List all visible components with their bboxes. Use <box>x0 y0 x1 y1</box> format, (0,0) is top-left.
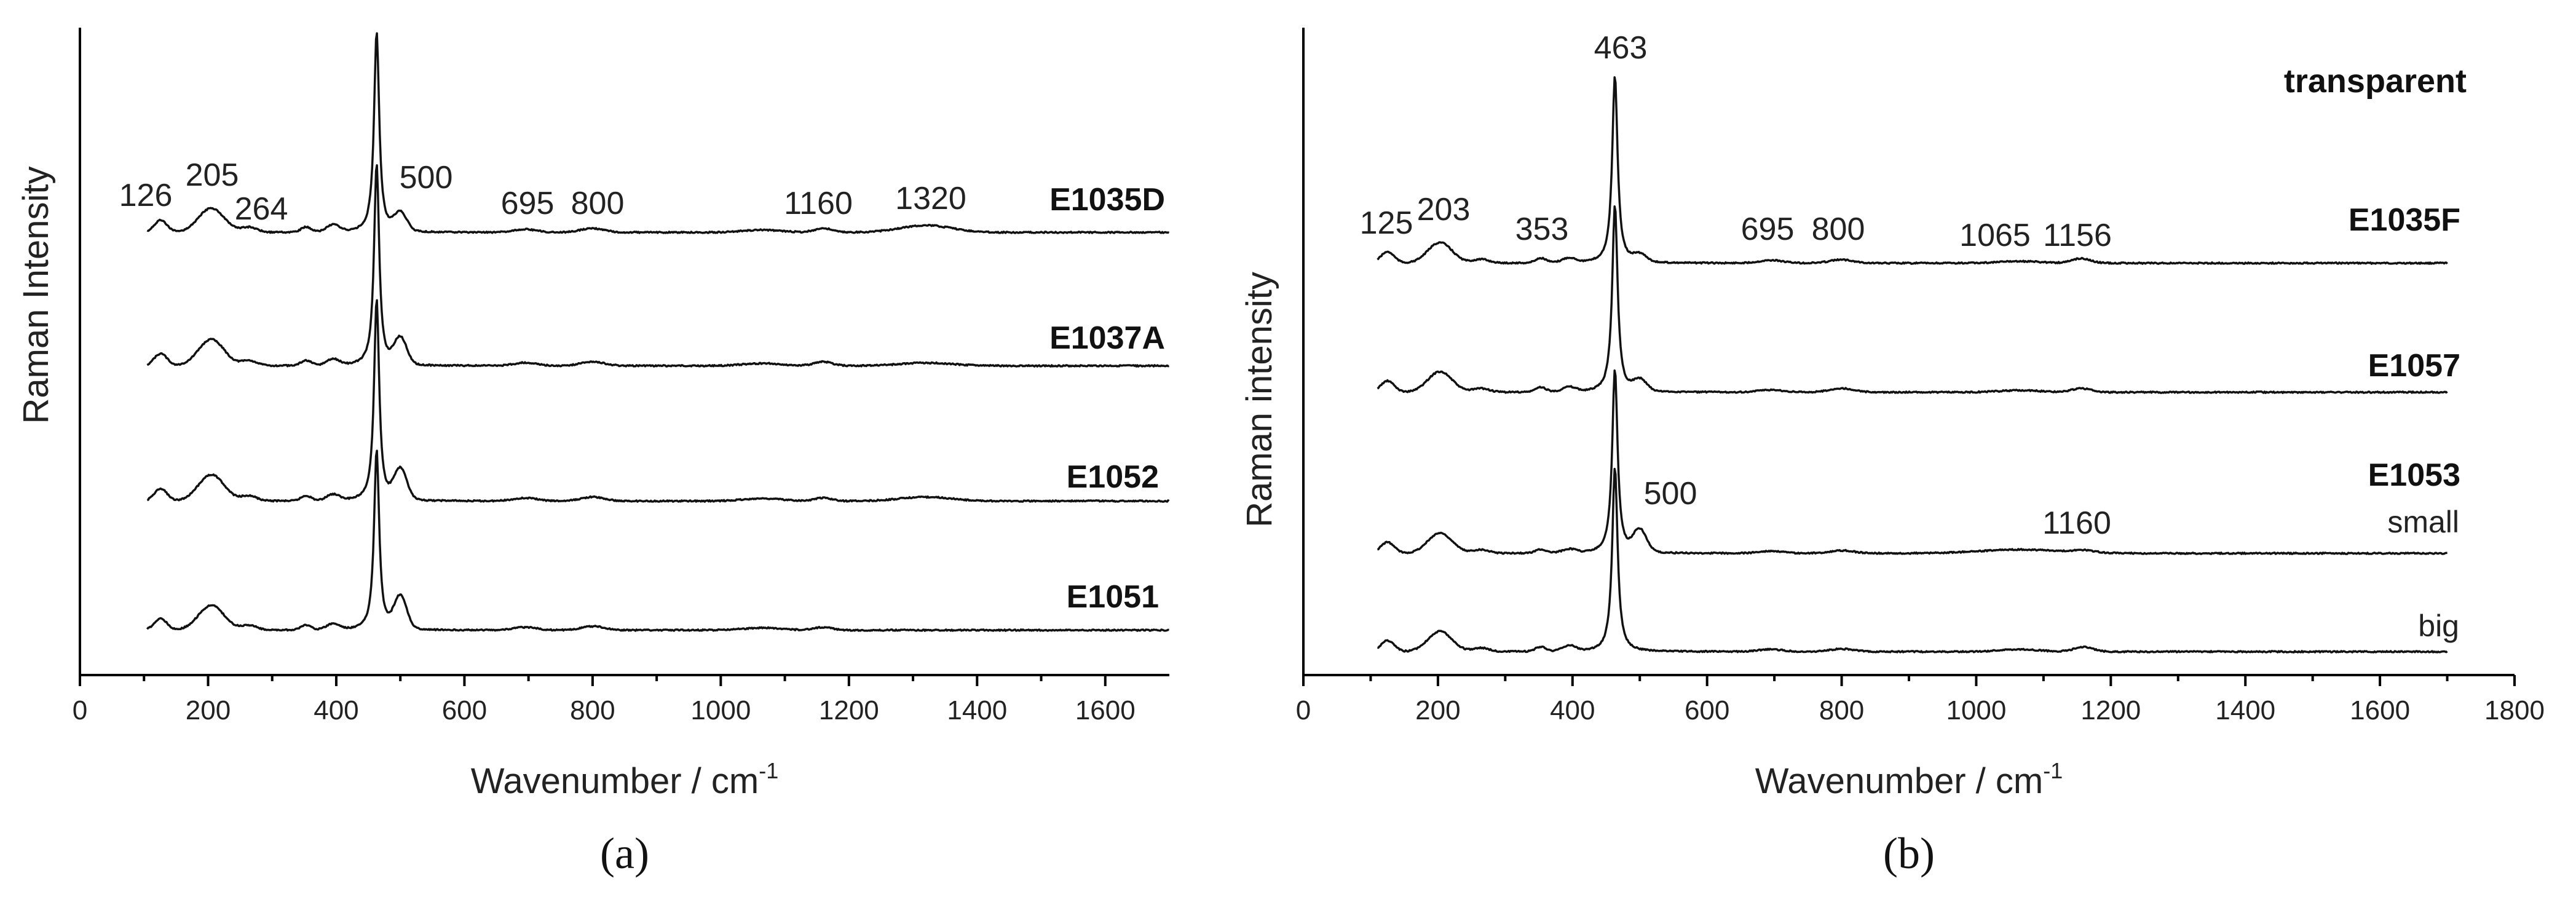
panel-a-peak-label-500: 500 <box>400 160 453 196</box>
panel-a-spectrum-e1037a <box>146 164 1169 368</box>
panel-a-x-axis-title-sup: -1 <box>759 758 778 783</box>
panel-b-y-axis-title: Raman intensity <box>1239 272 1279 528</box>
panel-b-x-tick-label-1200: 1200 <box>2080 695 2141 725</box>
panel-a-peak-label-1160: 1160 <box>784 186 853 221</box>
panel-b-peak-label-353: 353 <box>1515 211 1569 247</box>
panel-b-x-axis-title: Wavenumber / cm-1 <box>1755 758 2063 801</box>
panel-b-x-ticks: 0 200 400 600 800 1000 1200 1400 1600 1800 <box>1296 675 2545 725</box>
panel-a-x-ticks: 0 200 400 600 800 1000 1200 1400 1600 <box>73 675 1136 725</box>
panel-a-y-axis-title: Raman Intensity <box>16 166 56 424</box>
panel-b-series-label-e1053: E1053 <box>2368 457 2460 493</box>
panel-b-x-tick-label-1800: 1800 <box>2484 695 2545 725</box>
panel-a-series-label-e1051: E1051 <box>1067 579 1159 615</box>
panel-a: 0 200 400 600 800 1000 1200 1400 1600 Raman Inte… <box>16 28 1170 878</box>
panel-b-peak-label-1160: 1160 <box>2042 505 2111 541</box>
panel-a-x-tick-label-800: 800 <box>570 695 615 725</box>
panel-a-spectrum-e1051 <box>146 449 1169 632</box>
panel-b-series <box>1377 76 2448 654</box>
panel-a-caption: (a) <box>600 829 649 878</box>
panel-a-x-tick-label-1200: 1200 <box>819 695 879 725</box>
panel-a-peak-label-800: 800 <box>571 186 625 221</box>
panel-b-peak-label-125: 125 <box>1360 205 1413 241</box>
panel-b-spectrum-e1053-big <box>1377 467 2448 654</box>
panel-a-peak-label-126: 126 <box>119 178 173 213</box>
panel-b-caption: (b) <box>1883 829 1935 878</box>
panel-b: 0 200 400 600 800 1000 1200 1400 1600 1800 Raman … <box>1239 28 2545 878</box>
panel-b-x-tick-label-1600: 1600 <box>2350 695 2410 725</box>
panel-a-series-label-e1035d: E1035D <box>1049 182 1165 218</box>
panel-a-x-axis-title-main: Wavenumber / cm <box>471 761 759 801</box>
panel-b-title: transparent <box>2284 63 2467 100</box>
panel-b-x-axis-title-main: Wavenumber / cm <box>1755 761 2043 801</box>
panel-a-x-tick-label-0: 0 <box>73 695 87 725</box>
panel-b-series-sublabel-small: small <box>2387 505 2459 539</box>
panel-b-series-label-e1035f: E1035F <box>2349 202 2460 238</box>
panel-b-x-tick-label-0: 0 <box>1296 695 1311 725</box>
panel-b-x-tick-label-200: 200 <box>1415 695 1460 725</box>
panel-b-peak-label-1065: 1065 <box>1959 218 2031 253</box>
panel-a-x-tick-label-600: 600 <box>442 695 487 725</box>
panel-b-peak-label-1156: 1156 <box>2043 218 2112 253</box>
panel-b-spectrum-e1035f <box>1377 76 2448 265</box>
panel-a-x-tick-label-1400: 1400 <box>947 695 1007 725</box>
panel-b-x-axis-title-sup: -1 <box>2043 758 2063 783</box>
panel-a-x-tick-label-1600: 1600 <box>1075 695 1136 725</box>
panel-b-spectrum-e1053-small <box>1377 369 2448 555</box>
panel-b-x-tick-label-800: 800 <box>1819 695 1864 725</box>
panel-a-peak-label-205: 205 <box>186 157 239 193</box>
panel-b-peak-label-463: 463 <box>1594 30 1648 66</box>
panel-a-peak-label-264: 264 <box>235 191 288 227</box>
panel-b-x-tick-label-600: 600 <box>1685 695 1729 725</box>
panel-a-x-tick-label-400: 400 <box>314 695 358 725</box>
panel-a-spectrum-e1035d <box>146 32 1170 234</box>
panel-a-series-label-e1052: E1052 <box>1067 459 1159 495</box>
panel-b-x-tick-label-400: 400 <box>1550 695 1595 725</box>
panel-a-series-label-e1037a: E1037A <box>1049 320 1165 356</box>
panel-b-series-sublabel-big: big <box>2418 609 2459 643</box>
panel-a-x-tick-label-200: 200 <box>186 695 231 725</box>
panel-a-spectrum-e1052 <box>146 299 1170 503</box>
panel-a-peak-label-695: 695 <box>501 186 555 221</box>
panel-a-series <box>146 32 1170 632</box>
panel-b-x-tick-label-1400: 1400 <box>2215 695 2275 725</box>
panel-a-x-axis-title: Wavenumber / cm-1 <box>471 758 778 801</box>
panel-b-peak-label-800: 800 <box>1812 211 1865 247</box>
panel-a-peak-label-1320: 1320 <box>895 181 966 216</box>
panel-b-spectrum-e1057 <box>1377 205 2448 394</box>
panel-a-x-tick-label-1000: 1000 <box>690 695 751 725</box>
panel-b-peak-label-500: 500 <box>1644 476 1697 512</box>
panel-b-series-label-e1057: E1057 <box>2368 348 2460 384</box>
panel-b-x-tick-label-1000: 1000 <box>1946 695 2006 725</box>
panel-b-peak-label-695: 695 <box>1741 211 1795 247</box>
panel-b-peak-label-203: 203 <box>1417 192 1471 227</box>
